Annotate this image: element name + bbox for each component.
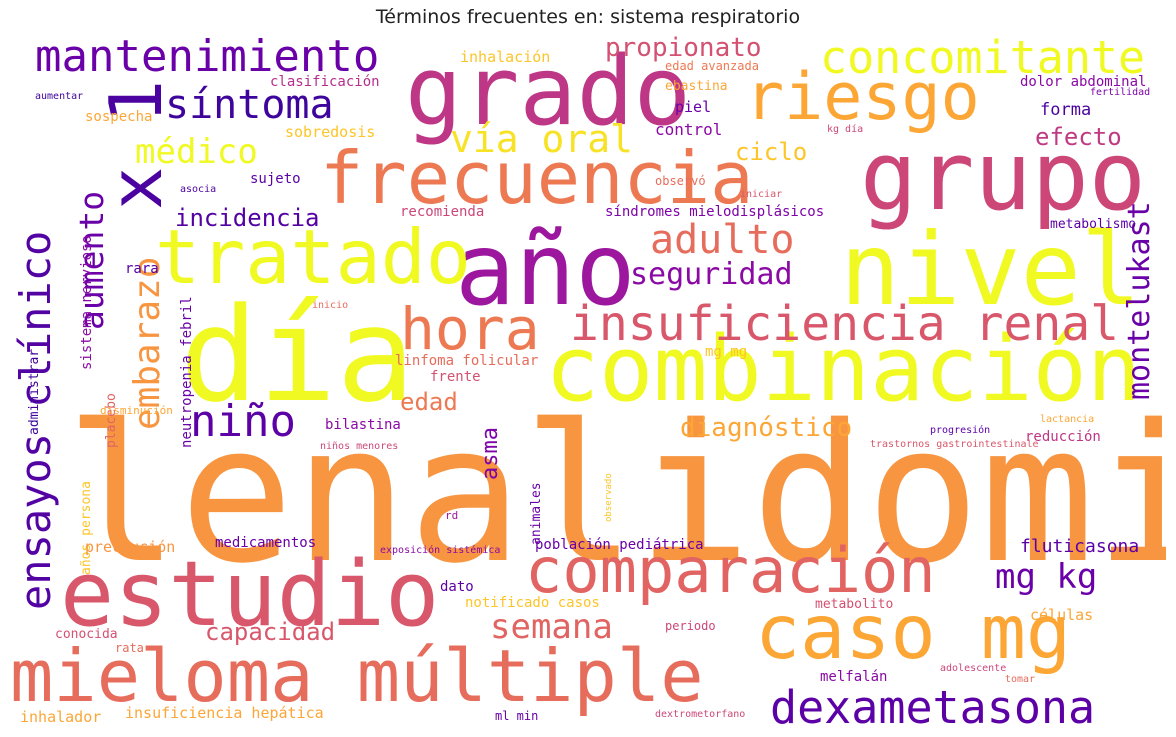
word-kg-dia: kg día <box>827 124 864 135</box>
word-control: control <box>655 120 723 139</box>
word-fertilidad: fertilidad <box>1090 87 1151 98</box>
word-seguridad: seguridad <box>630 257 793 292</box>
word-sujeto: sujeto <box>250 171 301 187</box>
word-neutropenia-febril: neutropenia febril <box>179 296 195 448</box>
word-mieloma-multiple: mieloma múltiple <box>10 634 704 718</box>
word-grado: grado <box>405 37 691 147</box>
word-anos-persona: años persona <box>79 481 94 575</box>
word-mg-mg: mg mg <box>705 344 748 360</box>
word-asocia: asocia <box>180 184 217 195</box>
word-dia: día <box>180 279 415 431</box>
word-edad-avanzada: edad avanzada <box>665 59 759 73</box>
word-tratado: tratado <box>155 213 472 301</box>
word-dolor-abdominal: dolor abdominal <box>1020 74 1147 90</box>
word-inhalacion: inhalación <box>460 48 551 66</box>
word-frente: frente <box>430 369 481 385</box>
word-disminucion: disminución <box>100 404 173 417</box>
word-tomar: tomar <box>1005 674 1036 685</box>
word-animales: animales <box>529 482 544 545</box>
word-estudio: estudio <box>60 542 440 647</box>
word-adolescente: adolescente <box>940 663 1007 674</box>
word-riesgo: riesgo <box>745 60 980 135</box>
word-capacidad: capacidad <box>205 618 336 646</box>
word-administrar: administrar <box>27 348 42 435</box>
word-inicio: inicio <box>312 300 349 311</box>
word-reduccion: reducción <box>1025 429 1101 445</box>
word-rd: rd <box>445 509 459 522</box>
word-lenalidomida: lenalidomida <box>65 384 1166 605</box>
word-ml-min: ml min <box>495 709 539 723</box>
word-ciclo: ciclo <box>735 138 808 166</box>
word-via-oral: vía oral <box>450 117 634 161</box>
word-forma: forma <box>1040 100 1092 120</box>
word-insuficiencia-renal: insuficiencia renal <box>570 296 1120 352</box>
word-grupo: grupo <box>860 122 1146 232</box>
word-exposicion-sistemica: exposición sistémica <box>380 545 501 556</box>
word-lactancia: lactancia <box>1040 414 1095 425</box>
word-sospecha: sospecha <box>85 109 153 125</box>
word-periodo: periodo <box>665 619 716 633</box>
word-medico: médico <box>135 132 258 172</box>
word-melfalan: melfalán <box>820 669 888 685</box>
word-nivel: nivel <box>840 211 1142 328</box>
word-progresion: progresión <box>930 425 991 436</box>
word-conocida: conocida <box>55 627 118 642</box>
word-recomienda: recomienda <box>400 204 485 220</box>
word-incidencia: incidencia <box>175 204 320 232</box>
word-rara: rara <box>125 261 159 277</box>
word-dato: dato <box>440 579 474 595</box>
word-hora: hora <box>400 295 540 363</box>
word-edad: edad <box>400 388 458 416</box>
word-efecto: efecto <box>1035 123 1122 151</box>
word-sistema-nervioso: sistema nervioso <box>79 235 95 370</box>
word-aumentar: aumentar <box>35 91 84 102</box>
word-asma: asma <box>478 427 503 480</box>
word-combinacion: combinación <box>545 317 1142 422</box>
word-mantenimiento: mantenimiento <box>35 31 380 82</box>
word-concomitante: concomitante <box>820 31 1146 84</box>
word-rata: rata <box>115 641 144 655</box>
word-inhalador: inhalador <box>20 708 102 726</box>
word-medicamentos: medicamentos <box>215 535 317 551</box>
word-frecuencia: frecuencia <box>320 136 754 220</box>
word-metabolismo: metabolismo <box>1050 217 1137 232</box>
word-ninos-menores: niños menores <box>320 441 399 452</box>
word-fluticasona: fluticasona <box>1020 536 1140 557</box>
word-dexametasona: dexametasona <box>770 681 1096 734</box>
word-notificado-casos: notificado casos <box>465 595 600 611</box>
word-ano: año <box>455 211 636 328</box>
word-mg-kg: mg kg <box>995 557 1098 597</box>
word-semana: semana <box>490 607 613 647</box>
word-iniciar: iniciar <box>740 189 783 200</box>
word-insuficiencia-hepatica: insuficiencia hepática <box>125 704 324 722</box>
word-sobredosis: sobredosis <box>285 123 376 141</box>
word-dextrometorfano: dextrometorfano <box>655 709 746 720</box>
word-adulto: adulto <box>650 217 795 263</box>
word-diagnostico: diagnóstico <box>680 413 853 443</box>
word-poblacion-pediatrica: población pediátrica <box>535 537 704 553</box>
word-trastornos-gastrointestinale: trastornos gastrointestinale <box>870 439 1039 450</box>
word-observado: observado <box>604 473 614 522</box>
word-clasificacion: clasificación <box>270 74 380 90</box>
word-ebastina: ebastina <box>665 79 728 94</box>
word-comparacion: comparación <box>525 534 936 607</box>
word-caso-mg: caso mg <box>755 588 1072 676</box>
word-piel: piel <box>675 98 712 116</box>
word-sindromes-mielodisplasicos: síndromes mielodisplásicos <box>605 204 825 220</box>
word-precaucion: precaución <box>85 538 176 556</box>
word-metabolito: metabolito <box>815 597 894 612</box>
word-observo: observó <box>655 174 706 188</box>
word-propionato: propionato <box>605 33 762 63</box>
word-bilastina: bilastina <box>325 417 401 433</box>
word-sintoma: síntoma <box>165 82 334 128</box>
word-celulas: células <box>1030 606 1094 624</box>
chart-title: Términos frecuentes en: sistema respirat… <box>375 6 801 28</box>
word-linfoma-folicular: linfoma folicular <box>395 353 539 369</box>
word-placebo: placebo <box>104 393 119 448</box>
word-nino: niño <box>190 396 296 447</box>
